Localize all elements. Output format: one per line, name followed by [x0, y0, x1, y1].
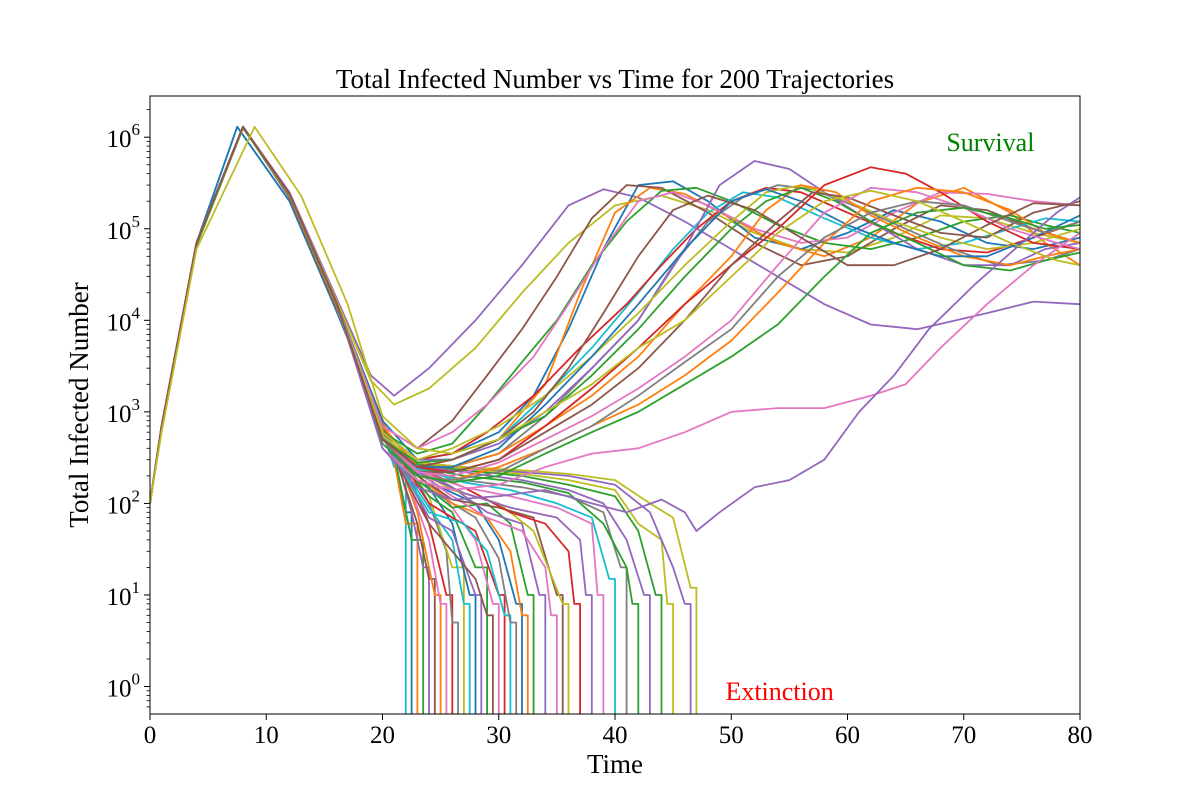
x-tick-label: 50	[719, 722, 744, 749]
x-tick-label: 70	[951, 722, 976, 749]
x-tick-label: 20	[370, 722, 395, 749]
y-axis-label: Total Infected Number	[64, 282, 94, 528]
x-axis-label: Time	[587, 749, 643, 779]
y-tick-label: 102	[107, 486, 141, 519]
y-tick-label: 106	[107, 120, 141, 153]
y-tick-label: 101	[107, 578, 141, 611]
x-tick-label: 0	[144, 722, 157, 749]
annotation-survival: Survival	[946, 128, 1034, 157]
y-tick-label: 100	[107, 670, 141, 703]
y-tick-label: 103	[107, 395, 141, 428]
series-layer	[150, 125, 1080, 714]
x-tick-label: 30	[486, 722, 511, 749]
annotation-extinction: Extinction	[725, 677, 833, 706]
x-tick-label: 10	[254, 722, 279, 749]
x-tick-label: 60	[835, 722, 860, 749]
survival-trajectory-24	[150, 125, 1080, 504]
chart-title: Total Infected Number vs Time for 200 Tr…	[336, 64, 894, 94]
annotations: Survival Extinction	[725, 128, 1034, 706]
x-tick-label: 80	[1068, 722, 1093, 749]
survival-trajectory-25	[150, 125, 1080, 504]
x-tick-label: 40	[603, 722, 628, 749]
y-axis: 100 101 102 103 104 105 106	[107, 109, 150, 708]
x-axis: 0 10 20 30 40 50 60 70 80	[144, 714, 1093, 749]
y-tick-label: 105	[107, 212, 141, 245]
y-tick-label: 104	[107, 303, 141, 336]
